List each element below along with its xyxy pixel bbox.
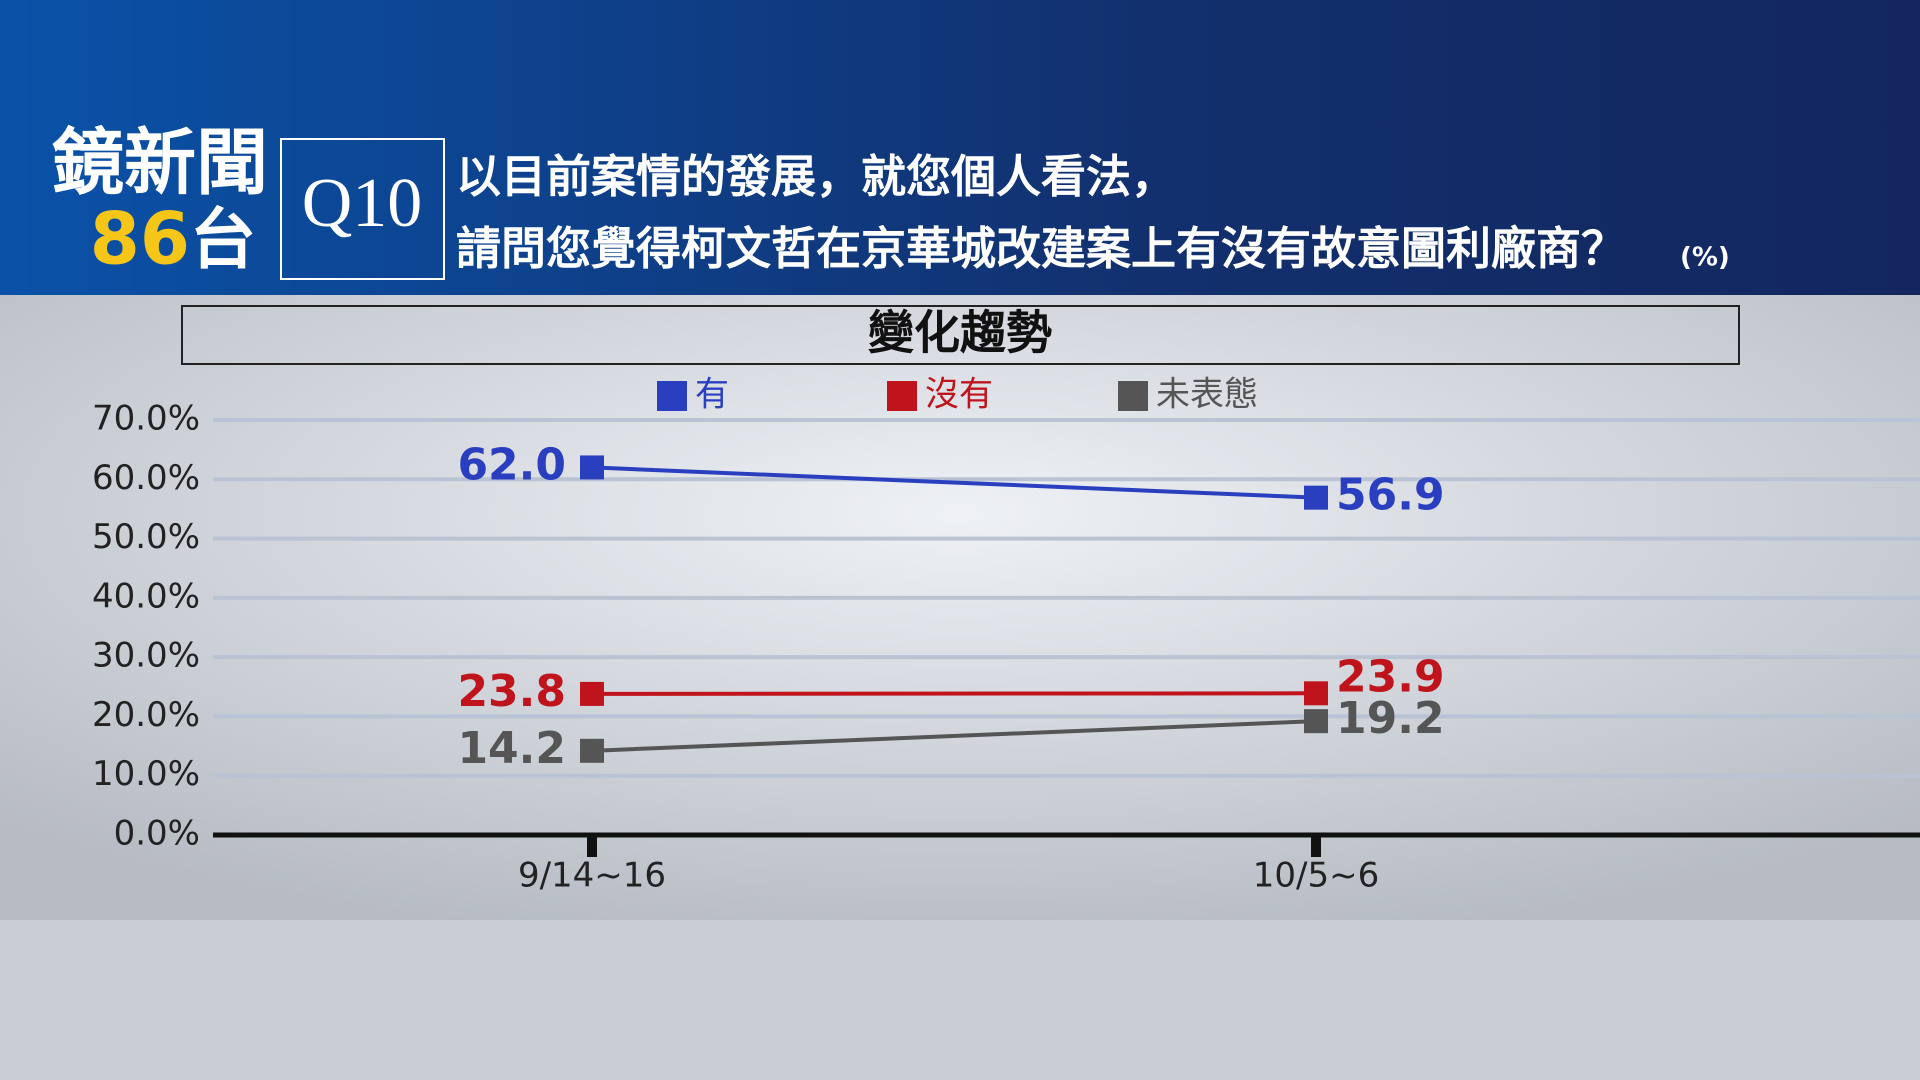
marker [580, 455, 604, 480]
title-box [181, 305, 1740, 365]
legend-label: 沒有 [925, 375, 993, 415]
chart-title: 變化趨勢 [868, 306, 1052, 360]
y-tick-label: 40.0% [92, 576, 200, 616]
data-label: 62.0 [457, 439, 566, 490]
data-label: 23.8 [457, 666, 566, 717]
question-box [280, 138, 445, 280]
y-tick-label: 20.0% [92, 695, 200, 735]
data-label: 14.2 [457, 723, 566, 774]
unit: (%) [1680, 243, 1730, 273]
marker [580, 681, 604, 706]
legend-label: 有 [695, 375, 729, 415]
data-label: 56.9 [1336, 470, 1445, 521]
series-line [591, 719, 1317, 753]
logo-suffix: 台 [190, 201, 256, 278]
header [0, 0, 1920, 295]
legend-swatch [887, 381, 917, 411]
legend-swatch [657, 381, 687, 411]
series-line [591, 691, 1317, 696]
legend-swatch [1118, 381, 1148, 411]
marker [1304, 709, 1328, 734]
question-line: 請問您覺得柯文哲在京華城改建案上有沒有故意圖利廠商？ [456, 222, 1626, 275]
x-tick-label: 10/5~6 [1253, 856, 1379, 896]
logo-number: 86 [90, 197, 190, 281]
question-number: Q10 [302, 165, 423, 242]
series-line [591, 465, 1317, 500]
y-tick-label: 70.0% [92, 399, 200, 439]
marker [1304, 681, 1328, 706]
y-tick-label: 60.0% [92, 458, 200, 498]
y-tick-label: 50.0% [92, 517, 200, 557]
y-tick-label: 0.0% [114, 814, 200, 854]
marker [580, 738, 604, 763]
question-line: 以目前案情的發展，就您個人看法， [456, 150, 1176, 203]
y-tick-label: 10.0% [92, 754, 200, 794]
marker [1304, 485, 1328, 510]
data-label: 19.2 [1336, 693, 1445, 744]
y-tick-label: 30.0% [92, 636, 200, 676]
x-tick-label: 9/14~16 [518, 856, 666, 896]
data-label: 23.9 [1336, 651, 1445, 702]
panel [0, 295, 1920, 920]
legend-label: 未表態 [1156, 375, 1258, 415]
logo: 鏡新聞 [52, 121, 268, 205]
